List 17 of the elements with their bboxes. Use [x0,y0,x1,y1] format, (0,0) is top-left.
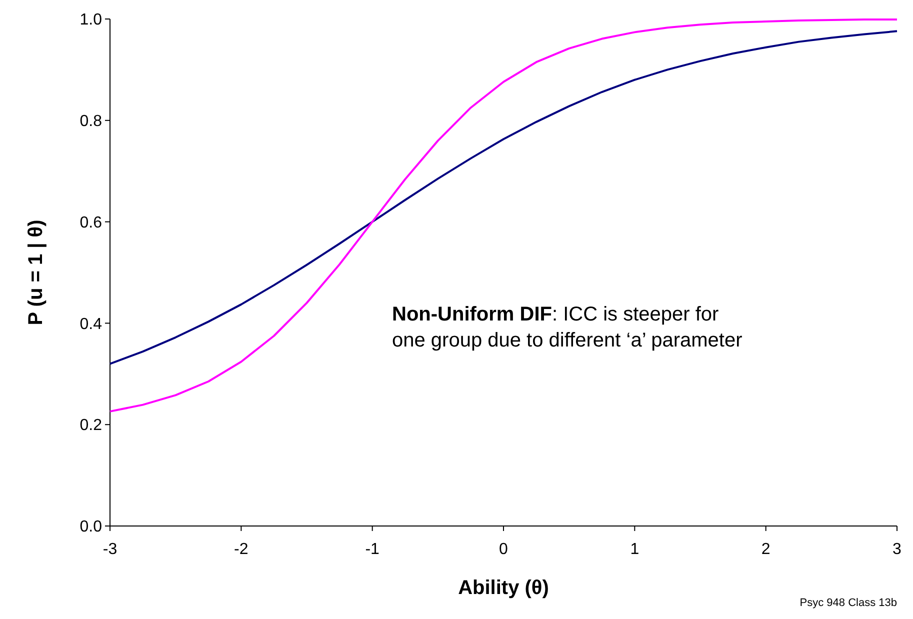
x-tick-label: 1 [630,541,640,558]
x-tick-label: -2 [234,541,248,558]
annotation: Non-Uniform DIF: ICC is steeper for one group due to different ‘a’ parameter [392,304,743,352]
text: Psyc 948 Class 13b [800,597,897,609]
y-tick-label: 0.6 [80,214,102,232]
y-axis-title: P (u = 1 | θ) [25,220,47,326]
x-tick-label: -1 [365,541,380,558]
x-axis-title: Ability (θ) [458,577,549,599]
x-tick-label: 2 [761,541,770,558]
y-tick-label: 0.2 [80,417,102,434]
y-tick-label: 1.0 [80,12,102,29]
y-tick-label: 0.4 [80,316,102,333]
x-tick-label: 3 [892,541,902,558]
y-tick-label: 0.0 [80,518,102,536]
y-tick-label: 0.8 [80,113,102,130]
x-tick-label: 0 [499,541,508,558]
x-tick-label: -3 [102,541,118,558]
